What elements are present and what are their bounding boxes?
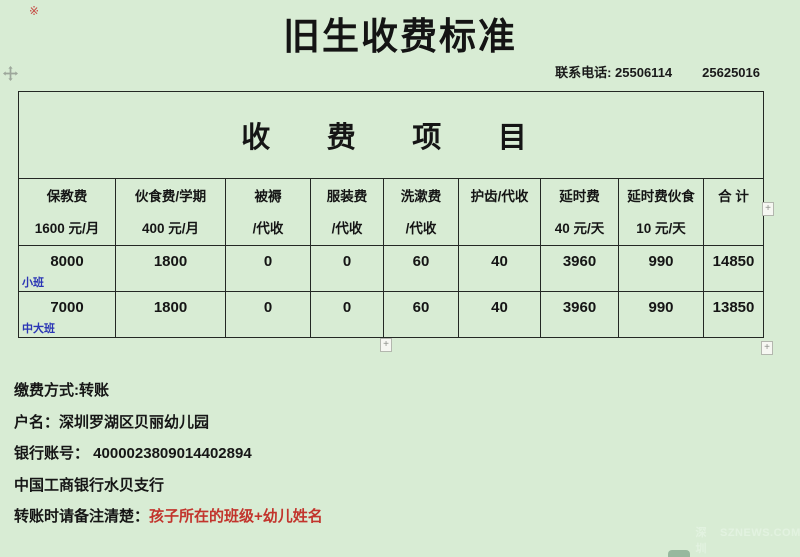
- col-header-line1: 延时费伙食: [627, 189, 695, 204]
- table-resize-handle-bottom[interactable]: +: [380, 338, 392, 352]
- col-header-line1: 保教费: [46, 189, 88, 204]
- col-header-line2: 40 元/天: [554, 220, 605, 236]
- phone-number-2: 25625016: [702, 65, 760, 80]
- cell-value: 40: [458, 291, 541, 338]
- cell-value: 1800: [115, 291, 226, 338]
- class-label-xiaoban: 小班: [22, 277, 44, 289]
- table-resize-handle-right[interactable]: +: [762, 202, 774, 216]
- bank-account-label: 银行账号：: [14, 445, 94, 462]
- table-resize-handle-corner[interactable]: +: [761, 341, 773, 355]
- cell-number: 60: [412, 253, 430, 270]
- red-asterisk-mark: ※: [29, 4, 40, 18]
- col-header-line1: 护齿/代收: [470, 189, 529, 204]
- col-header-heji: 合 计: [702, 178, 765, 246]
- transfer-note-line: 转账时请备注清楚：孩子所在的班级+幼儿姓名: [14, 507, 323, 526]
- col-header-huchi: 护齿/代收: [458, 178, 541, 246]
- cell-number: 60: [412, 299, 430, 316]
- col-header-line1: 洗漱费: [400, 189, 442, 204]
- phone-number-1: 25506114: [615, 65, 673, 80]
- cell-value: 3960: [540, 291, 619, 338]
- payment-notes: 缴费方式:转账 户名：深圳罗湖区贝丽幼儿园 银行账号： 400002380901…: [14, 381, 323, 539]
- table-row-xiaoban: 8000 小班 1800 0 0 60 40 3960 990 14850: [18, 245, 765, 292]
- cell-value: 8000 小班: [18, 245, 116, 292]
- col-header-line2: 400 元/月: [141, 220, 200, 236]
- col-header-line2: 1600 元/月: [34, 220, 100, 236]
- col-header-baojiaofei: 保教费 1600 元/月: [18, 178, 116, 246]
- col-header-line1: 服装费: [326, 189, 368, 204]
- table-title-cell: 收 费 项 目: [17, 91, 765, 179]
- class-label-zhongdaban: 中大班: [22, 323, 55, 335]
- cell-number: 7000: [50, 299, 84, 316]
- col-header-line2: /代收: [405, 220, 437, 236]
- table-title-row: 收 费 项 目: [17, 91, 765, 179]
- watermark-site-en: SZNEWS.COM: [720, 527, 800, 539]
- account-name-line: 户名：深圳罗湖区贝丽幼儿园: [14, 413, 323, 432]
- page-title: 旧生收费标准: [283, 17, 517, 58]
- cell-number: 0: [342, 299, 352, 316]
- bank-account-number: 4000023809014402894: [93, 445, 252, 462]
- sznews-logo-icon: 深: [668, 550, 690, 557]
- sznews-watermark: 深 深圳新闻网 SZNEWS.COM: [668, 524, 800, 557]
- cell-number: 0: [263, 253, 273, 270]
- payment-method-line: 缴费方式:转账: [14, 382, 109, 399]
- move-arrows-icon: [3, 66, 18, 81]
- cell-value: 0: [310, 291, 384, 338]
- watermark-text: 深圳新闻网 SZNEWS.COM: [696, 524, 800, 557]
- cell-value: 990: [618, 245, 704, 292]
- cell-value: 13850: [702, 291, 765, 338]
- cell-number: 1800: [153, 253, 188, 270]
- bank-account-line: 银行账号： 4000023809014402894: [14, 444, 323, 463]
- col-header-huoshifei: 伙食费/学期 400 元/月: [115, 178, 226, 246]
- account-name-value: 深圳罗湖区贝丽幼儿园: [59, 413, 210, 431]
- col-header-xishufei: 洗漱费/代收: [383, 178, 459, 246]
- contact-label: 联系电话:: [555, 65, 616, 80]
- col-header-line1: 延时费: [559, 189, 600, 204]
- transfer-note-highlight: 孩子所在的班级+幼儿姓名: [149, 508, 323, 525]
- cell-value: 990: [618, 291, 704, 338]
- col-header-line1: 合 计: [718, 189, 749, 204]
- watermark-site-cn: 深圳新闻网: [695, 527, 707, 555]
- cell-value: 0: [225, 245, 311, 292]
- cell-number: 0: [263, 299, 273, 316]
- col-header-line1: 伙食费/学期: [134, 189, 207, 204]
- col-header-yanshifei-huoshi: 延时费伙食 10 元/天: [618, 178, 704, 246]
- col-header-line2: /代收: [331, 220, 363, 236]
- contact-phone-line: 联系电话: 25506114 25625016: [555, 62, 760, 81]
- cell-number: 3960: [562, 299, 597, 316]
- cell-value: 60: [383, 245, 459, 292]
- cell-number: 3960: [562, 253, 597, 270]
- col-header-line2: 10 元/天: [636, 220, 686, 236]
- col-header-yanshifei: 延时费 40 元/天: [540, 178, 619, 246]
- col-header-fuzhuangfei: 服装费/代收: [310, 178, 384, 246]
- cell-value: 1800: [115, 245, 226, 292]
- cell-number: 0: [342, 253, 352, 270]
- cell-number: 8000: [50, 253, 84, 270]
- cell-number: 990: [648, 253, 674, 270]
- cell-number: 14850: [712, 253, 755, 270]
- cell-number: 990: [648, 299, 674, 316]
- table-header-row: 保教费 1600 元/月 伙食费/学期 400 元/月 被褥/代收 服装费/代收 洗…: [18, 178, 765, 246]
- fee-table: 收 费 项 目 保教费 1600 元/月 伙食费/学期 400 元/月 被褥/代收 …: [17, 91, 765, 338]
- bank-branch-line: 中国工商银行水贝支行: [14, 476, 165, 494]
- table-move-handle[interactable]: [3, 66, 18, 81]
- cell-value: 0: [310, 245, 384, 292]
- cell-value: 60: [383, 291, 459, 338]
- cell-number: 13850: [712, 299, 755, 316]
- cell-value: 40: [458, 245, 541, 292]
- transfer-note-label: 转账时请备注清楚：: [14, 508, 150, 525]
- cell-number: 1800: [153, 299, 188, 316]
- col-header-line1: 被褥: [254, 189, 282, 204]
- cell-value: 7000 中大班: [18, 291, 116, 338]
- cell-value: 14850: [702, 245, 765, 292]
- cell-number: 40: [491, 299, 508, 316]
- account-name-label: 户名：: [14, 413, 60, 431]
- cell-value: 3960: [540, 245, 619, 292]
- col-header-beiru: 被褥/代收: [225, 178, 311, 246]
- cell-value: 0: [225, 291, 311, 338]
- table-row-zhongdaban: 7000 中大班 1800 0 0 60 40 3960 990 13850: [18, 291, 765, 338]
- col-header-line2: /代收: [252, 220, 284, 236]
- cell-number: 40: [491, 253, 508, 270]
